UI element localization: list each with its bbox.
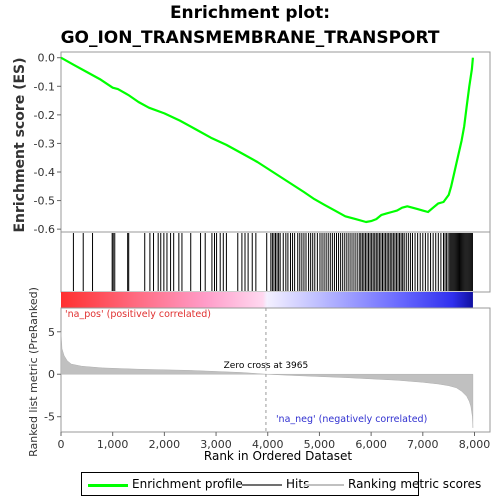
rank-y-tick-label: -5 xyxy=(44,411,55,424)
rank-y-tick-label: 0 xyxy=(48,368,55,381)
es-y-tick-label: -0.3 xyxy=(34,137,55,150)
es-y-tick-label: -0.6 xyxy=(34,223,55,236)
es-plot-frame xyxy=(60,51,491,233)
chart-title-line-2: GO_ION_TRANSMEMBRANE_TRANSPORT xyxy=(60,28,440,48)
legend-swatch-hits xyxy=(242,484,282,486)
x-tick-label: 5,000 xyxy=(304,438,336,451)
x-tick-label: 3,000 xyxy=(200,438,232,451)
es-y-tick-label: 0.0 xyxy=(38,52,56,65)
rank-panel: 5 0 -5 Zero cross at 3965 'na_pos' (positive… xyxy=(44,307,491,433)
x-tick-label: 2,000 xyxy=(149,438,181,451)
es-panel: 0.0 -0.1 -0.2 -0.3 -0.4 -0.5 -0.6 xyxy=(34,51,491,236)
x-tick-label: 7,000 xyxy=(407,438,439,451)
x-tick-label: 6,000 xyxy=(355,438,387,451)
x-tick-label: 4,000 xyxy=(252,438,284,451)
legend-label-enrichment: Enrichment profile xyxy=(132,477,243,491)
neg-correlated-label: 'na_neg' (negatively correlated) xyxy=(276,414,427,425)
chart-title-line-1: Enrichment plot: xyxy=(169,3,331,23)
x-tick-label: 1,000 xyxy=(97,438,129,451)
x-tick-label: 8,000 xyxy=(459,438,491,451)
es-y-tick-label: -0.4 xyxy=(34,166,55,179)
es-y-tick-label: -0.2 xyxy=(34,109,55,122)
ranking-metric-area xyxy=(60,331,474,428)
rank-y-tick-label: 5 xyxy=(48,326,55,339)
es-y-tick-label: -0.5 xyxy=(34,195,55,208)
x-axis: 0 1,000 2,000 3,000 4,000 5,000 6,000 7,000 8,00… xyxy=(58,432,491,451)
legend-label-hits: Hits xyxy=(286,477,310,491)
zero-cross-label: Zero cross at 3965 xyxy=(224,361,309,371)
legend-label-ranking: Ranking metric scores xyxy=(348,477,482,491)
hits-panel xyxy=(60,231,491,308)
x-tick-label: 0 xyxy=(58,438,65,451)
enrichment-chart: 0.0 -0.1 -0.2 -0.3 -0.4 -0.5 -0.6 5 0 -5 Zero cro… xyxy=(12,51,491,463)
legend-swatch-ranking xyxy=(304,484,344,486)
pos-correlated-label: 'na_pos' (positively correlated) xyxy=(65,309,211,320)
enrichment-profile-line xyxy=(60,56,474,224)
legend: Enrichment profile Hits Ranking metric s… xyxy=(81,472,481,496)
x-axis-label: Rank in Ordered Dataset xyxy=(204,449,352,463)
es-y-axis-label: Enrichment score (ES) xyxy=(12,57,28,232)
ranking-color-bar xyxy=(61,292,473,308)
rank-y-axis-label: Ranked list metric (PreRanked) xyxy=(27,287,40,457)
legend-swatch-enrichment xyxy=(88,484,128,487)
es-y-tick-label: -0.1 xyxy=(34,80,55,93)
